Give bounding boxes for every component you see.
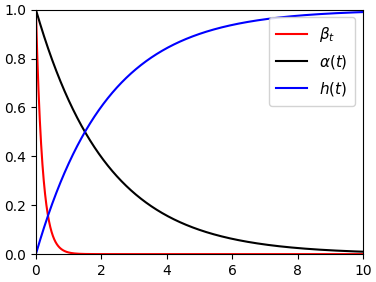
$\alpha(t)$: [351, 250, 356, 253]
$\beta_t$: [291, 252, 296, 256]
$\alpha(t)$: [351, 250, 356, 253]
$\beta_t$: [193, 252, 197, 256]
$h(t)$: [361, 10, 365, 14]
$h(t)$: [50, 201, 55, 204]
$\alpha(t)$: [193, 226, 197, 230]
$h(t)$: [351, 11, 356, 14]
Line: $\beta_t$: $\beta_t$: [36, 10, 363, 254]
$h(t)$: [351, 11, 356, 14]
$h(t)$: [33, 252, 38, 256]
$\beta_t$: [361, 252, 365, 256]
Line: $h(t)$: $h(t)$: [36, 12, 363, 254]
$\beta_t$: [351, 252, 356, 256]
$\beta_t$: [50, 233, 55, 237]
$\alpha(t)$: [291, 246, 296, 249]
Legend: $\beta_t$, $\alpha(t)$, $h(t)$: $\beta_t$, $\alpha(t)$, $h(t)$: [269, 17, 355, 106]
$h(t)$: [193, 34, 197, 37]
$\alpha(t)$: [33, 8, 38, 11]
$\beta_t$: [184, 252, 188, 256]
$h(t)$: [291, 14, 296, 18]
$h(t)$: [184, 37, 188, 41]
$\alpha(t)$: [184, 223, 188, 227]
$\alpha(t)$: [361, 250, 365, 254]
$\beta_t$: [351, 252, 356, 256]
$\alpha(t)$: [50, 59, 55, 63]
Line: $\alpha(t)$: $\alpha(t)$: [36, 10, 363, 252]
$\beta_t$: [33, 8, 38, 11]
